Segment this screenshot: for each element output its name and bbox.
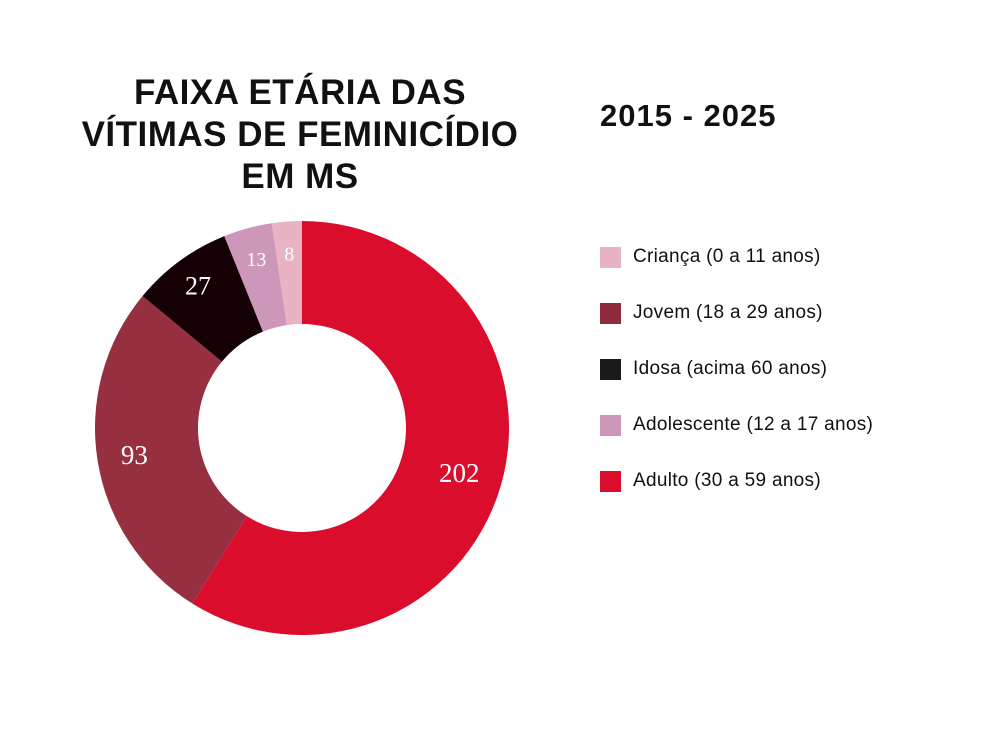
chart-title-line-3: EM MS xyxy=(241,157,359,196)
legend-swatch-idosa xyxy=(600,358,621,380)
legend-label-jovem: Jovem (18 a 29 anos) xyxy=(633,302,823,323)
legend-swatch-jovem xyxy=(600,302,621,324)
slice-label-jovem: 93 xyxy=(121,440,148,470)
chart-title-line-2: VÍTIMAS DE FEMINICÍDIO xyxy=(81,115,519,154)
chart-title: FAIXA ETÁRIA DAS VÍTIMAS DE FEMINICÍDIO … xyxy=(40,72,560,198)
slice-label-idosa: 27 xyxy=(185,272,211,301)
slice-adolescente xyxy=(224,223,287,332)
legend-swatch-adolescente xyxy=(600,414,621,436)
legend-label-idosa: Idosa (acima 60 anos) xyxy=(633,358,828,379)
legend-item-adulto: Adulto (30 a 59 anos) xyxy=(600,467,873,495)
slice-label-adulto: 202 xyxy=(439,458,480,488)
legend-item-jovem: Jovem (18 a 29 anos) xyxy=(600,299,873,327)
legend-swatch-crianca xyxy=(600,246,621,268)
legend-item-adolescente: Adolescente (12 a 17 anos) xyxy=(600,411,873,439)
legend-label-crianca: Criança (0 a 11 anos) xyxy=(633,246,821,267)
legend-swatch-adulto xyxy=(600,470,621,492)
chart-period: 2015 - 2025 xyxy=(600,98,777,133)
slice-label-adolescente: 13 xyxy=(246,249,266,271)
slice-adulto xyxy=(192,221,509,635)
slice-label-crianca: 8 xyxy=(284,244,294,266)
slice-jovem xyxy=(95,295,247,604)
slice-crianca xyxy=(271,221,302,326)
legend-item-idosa: Idosa (acima 60 anos) xyxy=(600,355,873,383)
legend-label-adolescente: Adolescente (12 a 17 anos) xyxy=(633,414,874,435)
chart-legend: Criança (0 a 11 anos) Jovem (18 a 29 ano… xyxy=(600,243,873,523)
slice-idosa xyxy=(142,236,263,362)
legend-item-crianca: Criança (0 a 11 anos) xyxy=(600,243,873,271)
chart-title-line-1: FAIXA ETÁRIA DAS xyxy=(133,73,467,112)
legend-label-adulto: Adulto (30 a 59 anos) xyxy=(633,470,821,491)
